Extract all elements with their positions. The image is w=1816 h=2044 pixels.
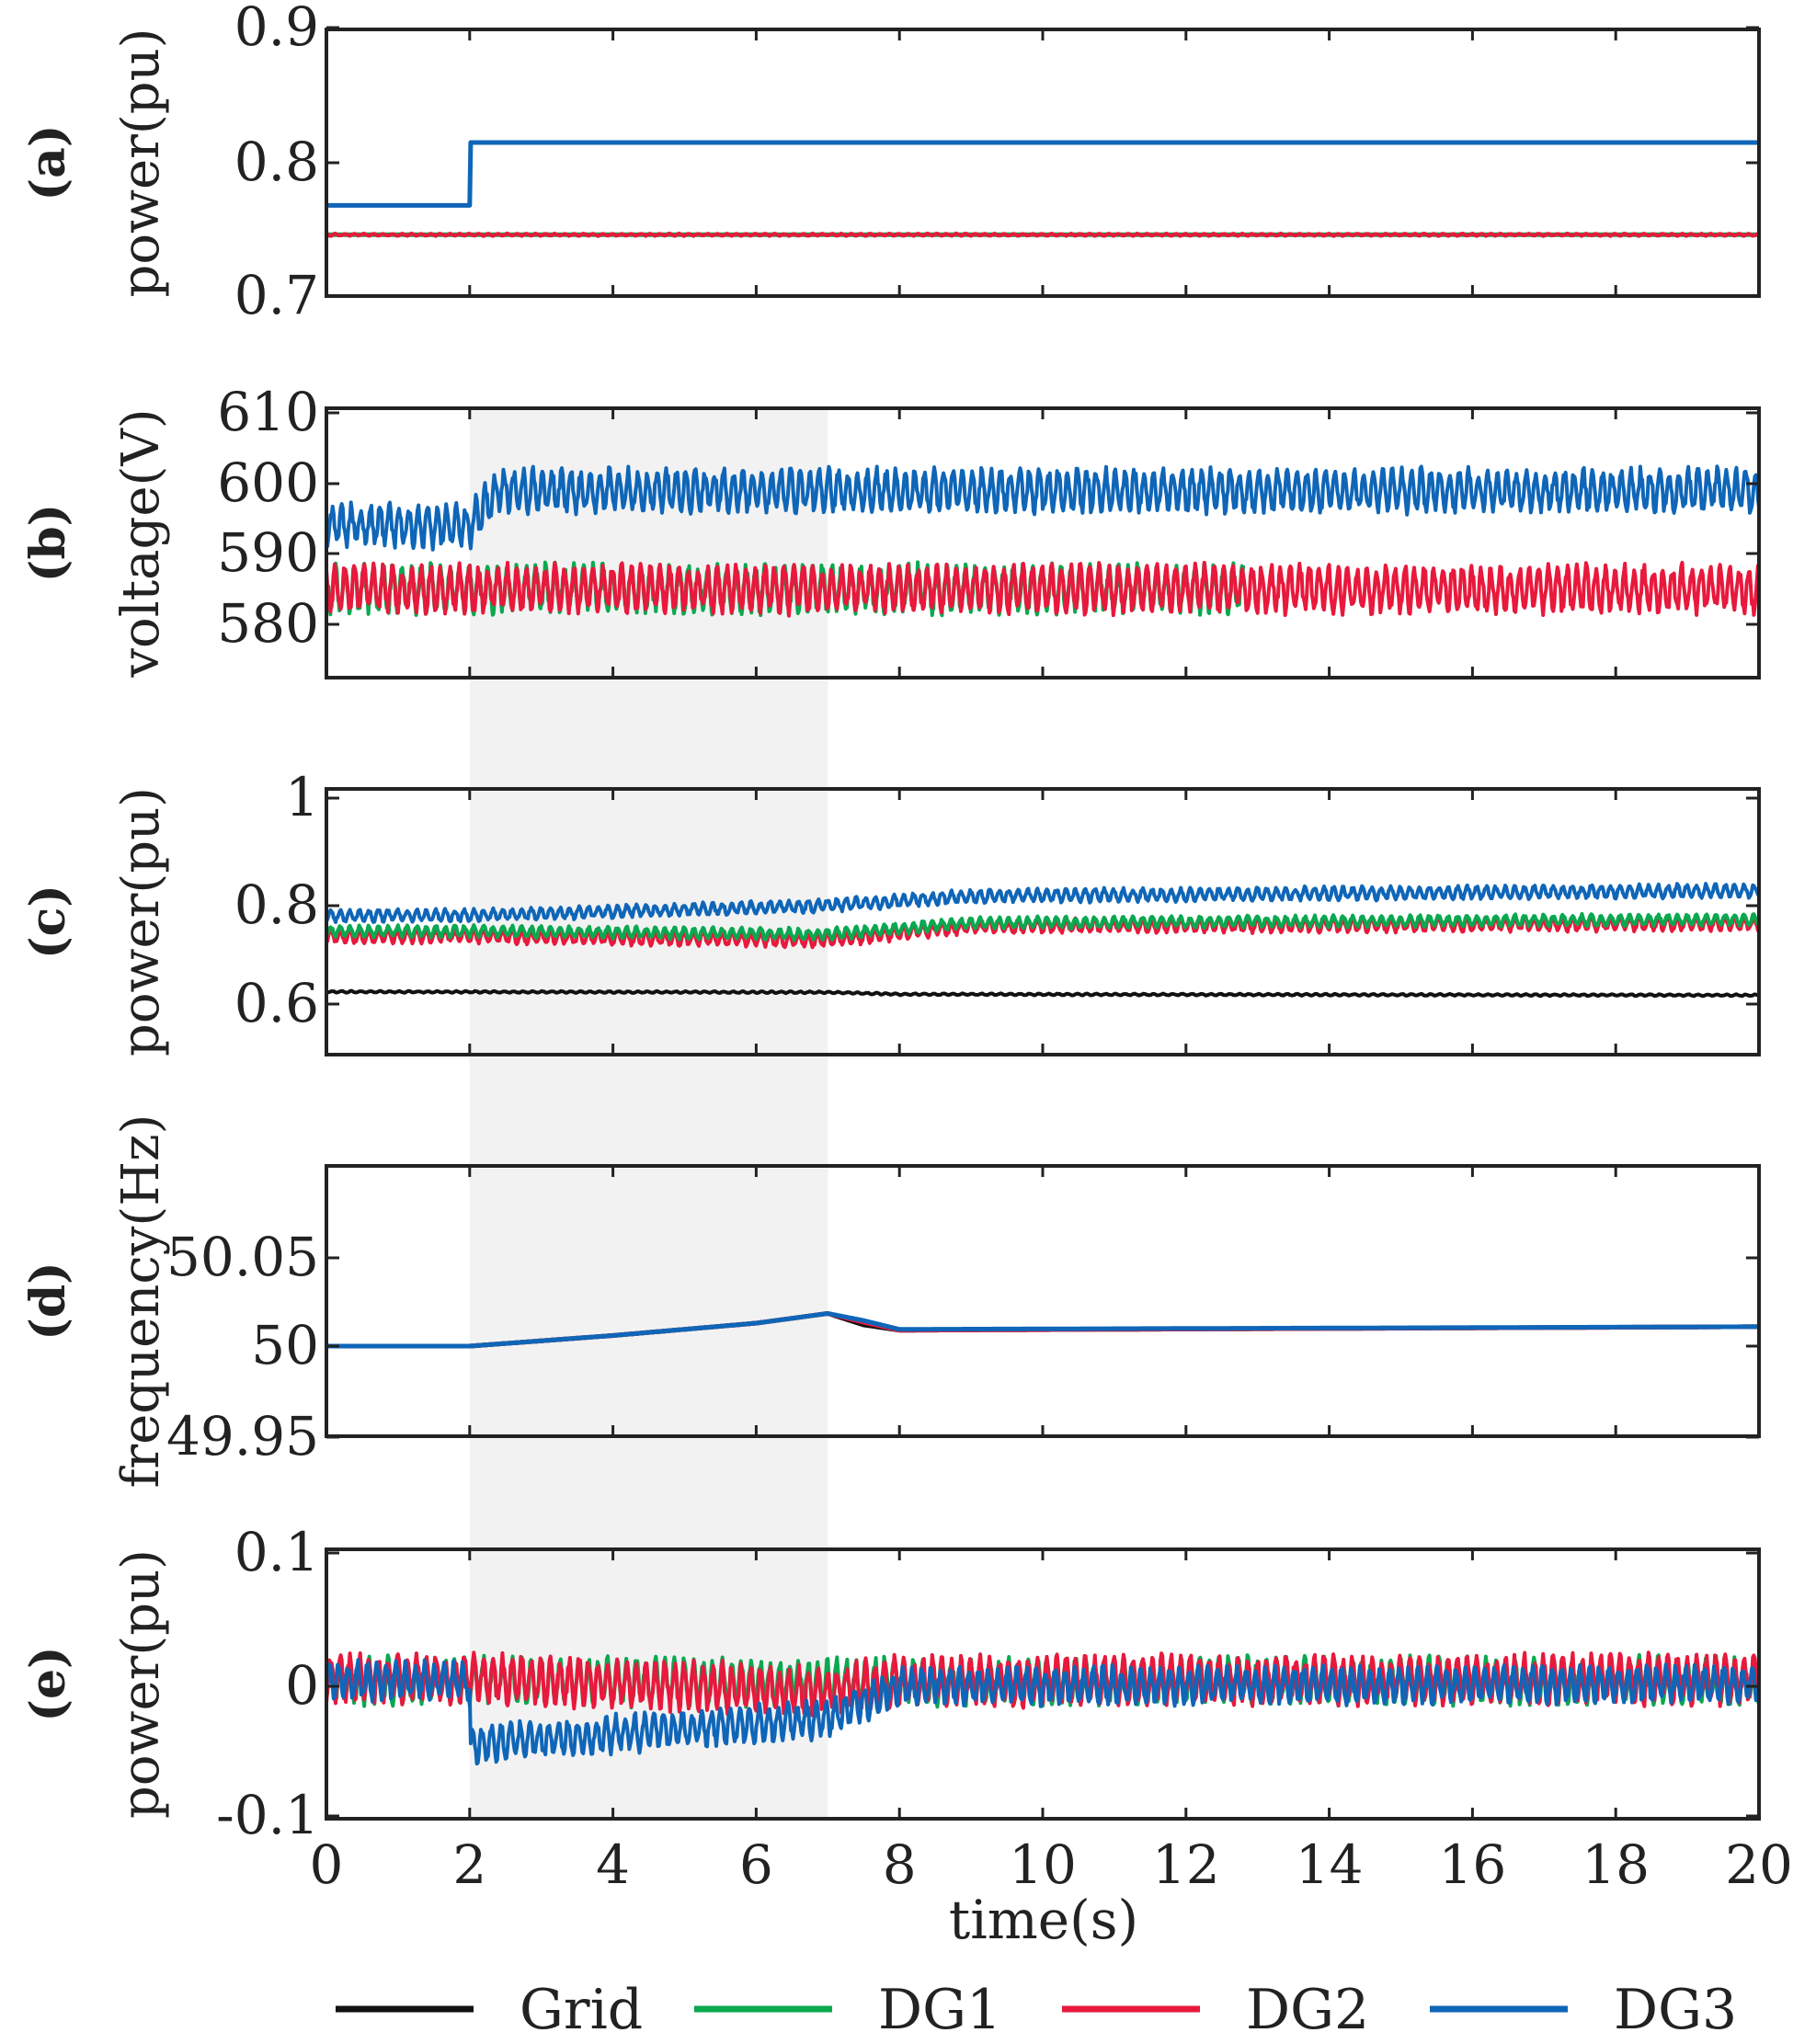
series-dg3-line	[326, 464, 1759, 552]
legend-item-grid: Grid	[336, 1978, 643, 2042]
y-tick-label: 0.8	[234, 131, 319, 193]
series-dg1-line	[326, 911, 1759, 942]
x-tick-label: 0	[310, 1833, 344, 1896]
panel-label: (a)	[20, 125, 76, 201]
y-tick-label: 0.9	[234, 0, 319, 58]
x-tick-label: 4	[596, 1833, 630, 1896]
panel-label: (b)	[20, 504, 76, 583]
series-dg3-line	[326, 882, 1759, 924]
panel-b: 610 600 590 580 voltage(V) (b)	[20, 381, 1761, 679]
x-tick-label: 14	[1296, 1833, 1364, 1896]
legend-item-dg3: DG3	[1430, 1978, 1737, 2042]
y-tick-label: 600	[217, 451, 319, 514]
y-axis-label: voltage(V)	[111, 408, 171, 678]
y-tick-label: 590	[217, 521, 319, 584]
y-tick-label: 50	[251, 1314, 319, 1376]
x-tick-label: 2	[452, 1833, 486, 1896]
y-tick-label: 1	[285, 766, 319, 828]
series-dg2-line	[326, 231, 1759, 238]
x-tick-label: 18	[1582, 1833, 1650, 1896]
y-tick-label: 50.05	[166, 1226, 319, 1288]
y-axis-label: power(pu)	[111, 28, 171, 297]
panel-label: (c)	[20, 885, 76, 959]
series-dg3-line	[326, 140, 1759, 208]
legend-label: DG3	[1614, 1978, 1737, 2042]
x-axis-label: time(s)	[949, 1889, 1138, 1951]
panel-a: 0.9 0.8 0.7 power(pu) (a)	[20, 0, 1761, 326]
x-tick-label: 6	[739, 1833, 773, 1896]
panel-label: (d)	[20, 1262, 76, 1341]
series-dg2-line	[326, 914, 1759, 950]
legend-item-dg1: DG1	[694, 1978, 1001, 2042]
legend-label: Grid	[520, 1978, 643, 2042]
series-dg2-line	[326, 560, 1759, 618]
series-grid-line	[326, 988, 1759, 999]
x-tick-label: 20	[1725, 1833, 1793, 1896]
panel-e: 0.1 0 -0.1 power(pu) (e)	[20, 1521, 1761, 1846]
y-axis-label: frequency(Hz)	[111, 1114, 171, 1489]
y-axis-label: power(pu)	[111, 1549, 171, 1819]
y-tick-label: 0.6	[234, 972, 319, 1034]
legend-label: DG1	[878, 1978, 1001, 2042]
x-tick-label: 16	[1438, 1833, 1506, 1896]
y-tick-label: 0.1	[234, 1521, 319, 1583]
panel-label: (e)	[20, 1646, 76, 1721]
y-tick-label: 0	[285, 1654, 319, 1717]
y-tick-label: 610	[217, 381, 319, 443]
shaded-interval	[469, 408, 828, 1819]
x-tick-label: 10	[1009, 1833, 1077, 1896]
y-tick-label: 0.8	[234, 874, 319, 936]
panel-c: 1 0.8 0.6 power(pu) (c)	[20, 766, 1761, 1056]
y-tick-label: 580	[217, 592, 319, 655]
x-tick-label: 8	[883, 1833, 917, 1896]
plot-frame	[325, 28, 1761, 298]
y-tick-label: 0.7	[234, 264, 319, 326]
y-tick-label: 49.95	[166, 1405, 319, 1467]
series-dg3-line	[326, 1658, 1759, 1766]
series-dg3-line	[326, 1311, 1759, 1349]
x-tick-label: 12	[1152, 1833, 1220, 1896]
legend-item-dg2: DG2	[1062, 1978, 1369, 2042]
y-tick-label: -0.1	[216, 1784, 319, 1846]
legend-label: DG2	[1246, 1978, 1369, 2042]
y-axis-label: power(pu)	[111, 787, 171, 1056]
